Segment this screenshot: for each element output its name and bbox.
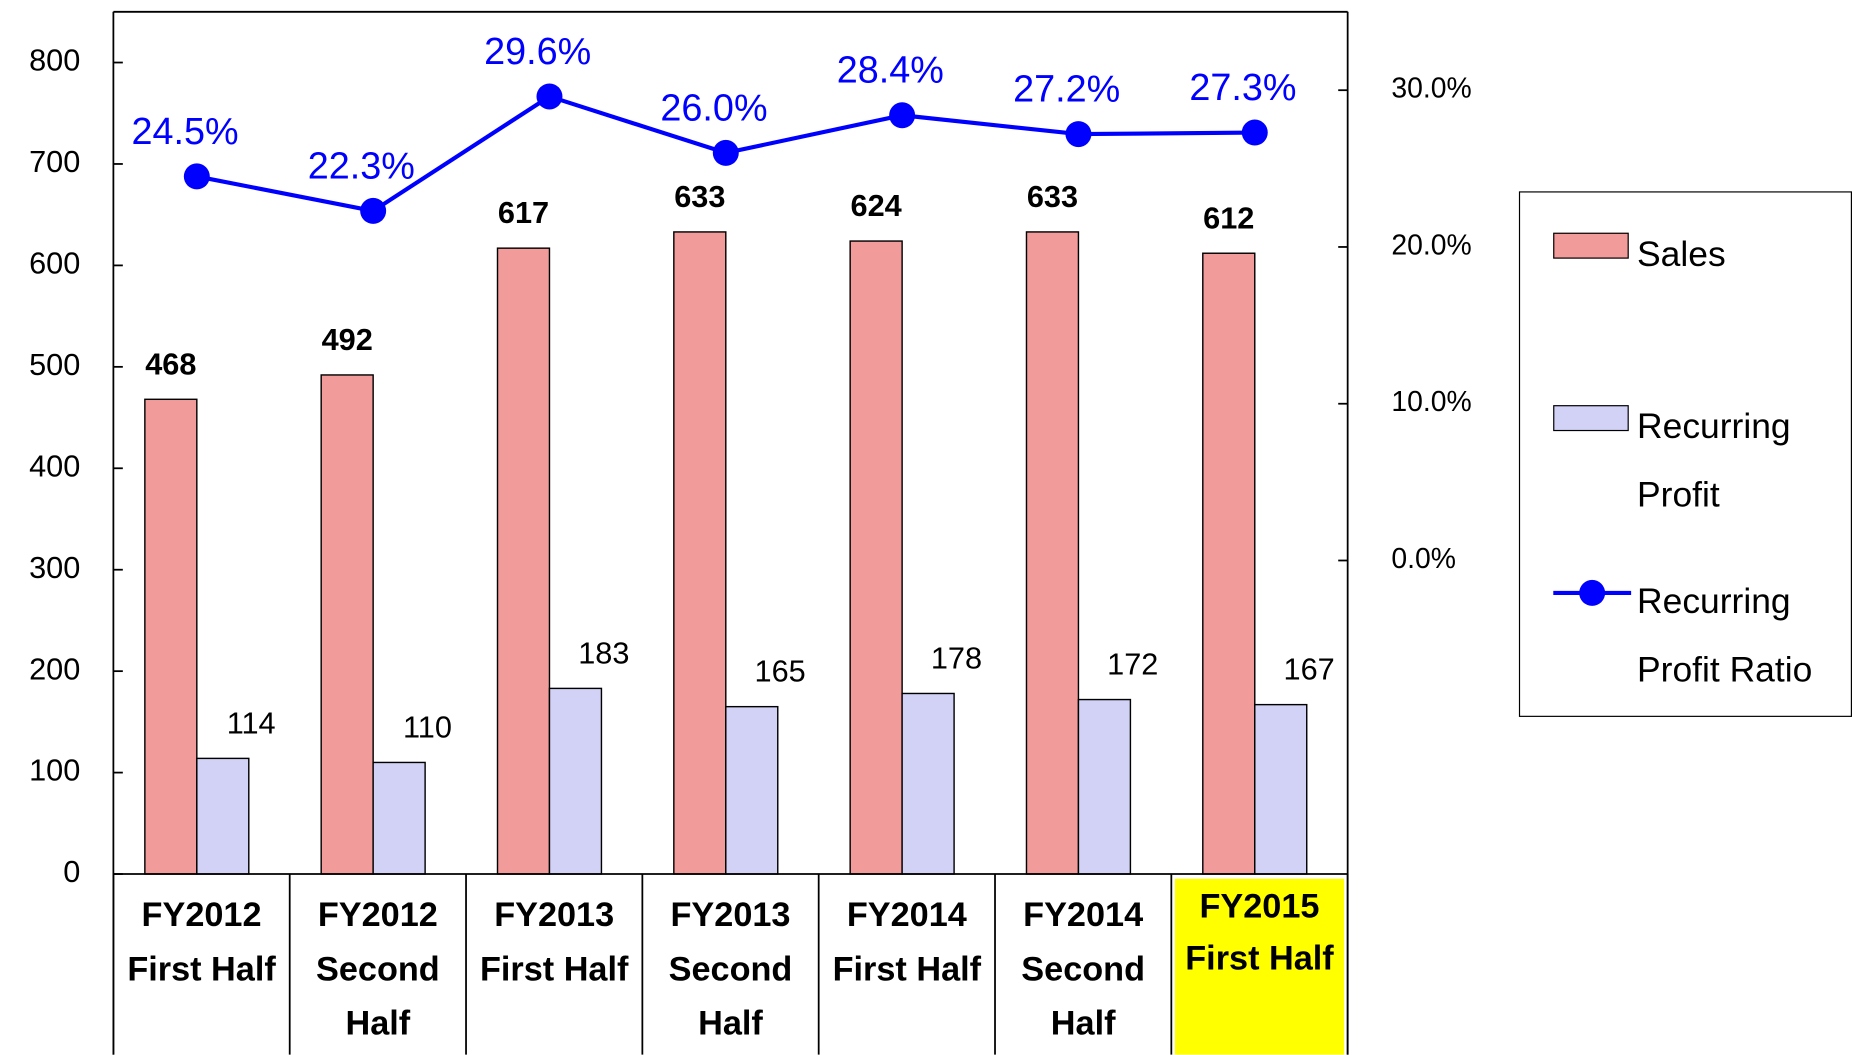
y2-tick-label: 20.0%	[1391, 229, 1471, 261]
ratio-label: 26.0%	[660, 87, 767, 129]
x-tick-label: FY2012 Second Half	[316, 896, 440, 1043]
bar	[320, 374, 374, 875]
line-marker	[536, 83, 563, 110]
value-label: 624	[851, 188, 902, 223]
value-label: 172	[1107, 647, 1158, 682]
bar	[673, 231, 727, 875]
value-label: 612	[1203, 200, 1254, 235]
line-marker	[360, 197, 387, 224]
value-label: 178	[931, 641, 982, 676]
x-tick-label: FY2014 First Half	[832, 896, 982, 989]
category-highlight	[1174, 878, 1345, 1055]
legend-swatch	[1553, 579, 1632, 606]
value-label: 183	[578, 635, 629, 670]
x-tick-label: FY2013 First Half	[479, 896, 629, 989]
bar	[144, 398, 198, 875]
value-label: 167	[1284, 652, 1335, 687]
legend-label: Recurring Profit Ratio	[1637, 582, 1813, 690]
bar	[1025, 231, 1080, 875]
x-tick-label: FY2012 First Half	[127, 896, 276, 989]
y-tick-label: 500	[29, 347, 80, 382]
y2-tick-label: 0.0%	[1391, 543, 1456, 575]
y-tick-label: 0	[63, 854, 80, 889]
line-marker	[1065, 121, 1092, 148]
bar	[496, 247, 551, 875]
value-label: 492	[322, 322, 373, 357]
bar	[1077, 698, 1132, 875]
value-label: 110	[403, 709, 452, 744]
value-label: 633	[674, 179, 725, 214]
bar	[725, 705, 779, 875]
bar	[1254, 703, 1308, 875]
y-tick-label: 200	[29, 651, 80, 686]
line-marker	[183, 163, 210, 190]
line-marker	[712, 139, 739, 166]
y-tick-label: 700	[29, 144, 80, 179]
legend-swatch	[1553, 405, 1629, 432]
ratio-label: 27.2%	[1013, 69, 1120, 111]
ratio-label: 27.3%	[1189, 67, 1296, 109]
bar	[901, 692, 955, 875]
legend-label: Recurring Profit	[1637, 407, 1791, 515]
legend-swatch	[1553, 232, 1629, 259]
ratio-label: 29.6%	[484, 31, 591, 73]
y2-tick-label: 30.0%	[1391, 73, 1471, 105]
bar	[849, 240, 903, 875]
legend-label: Sales	[1637, 235, 1726, 275]
ratio-label: 24.5%	[131, 111, 238, 153]
x-tick-label: FY2015 First Half	[1185, 888, 1334, 978]
y-tick-label: 300	[29, 550, 80, 585]
ratio-label: 22.3%	[308, 145, 415, 187]
ratio-label: 28.4%	[837, 50, 944, 92]
line-marker	[1241, 119, 1268, 146]
value-label: 468	[145, 346, 196, 381]
value-label: 114	[227, 705, 276, 740]
line-marker	[889, 102, 916, 129]
value-label: 165	[755, 654, 806, 689]
y-tick-label: 600	[29, 246, 80, 281]
y-tick-label: 800	[29, 43, 80, 78]
bar	[548, 687, 603, 875]
value-label: 617	[498, 195, 549, 230]
x-tick-label: FY2014 Second Half	[1021, 896, 1146, 1043]
x-tick-label: FY2013 Second Half	[668, 896, 793, 1043]
legend-marker	[1579, 579, 1606, 606]
bar	[196, 757, 250, 875]
value-label: 633	[1027, 179, 1078, 214]
y-tick-label: 400	[29, 448, 80, 483]
y2-tick-label: 10.0%	[1391, 386, 1471, 418]
bar	[1202, 252, 1256, 875]
legend: Sales Recurring Profit Recurring Profit Ra…	[1518, 191, 1852, 717]
bar	[372, 761, 426, 875]
y-tick-label: 100	[29, 753, 80, 788]
